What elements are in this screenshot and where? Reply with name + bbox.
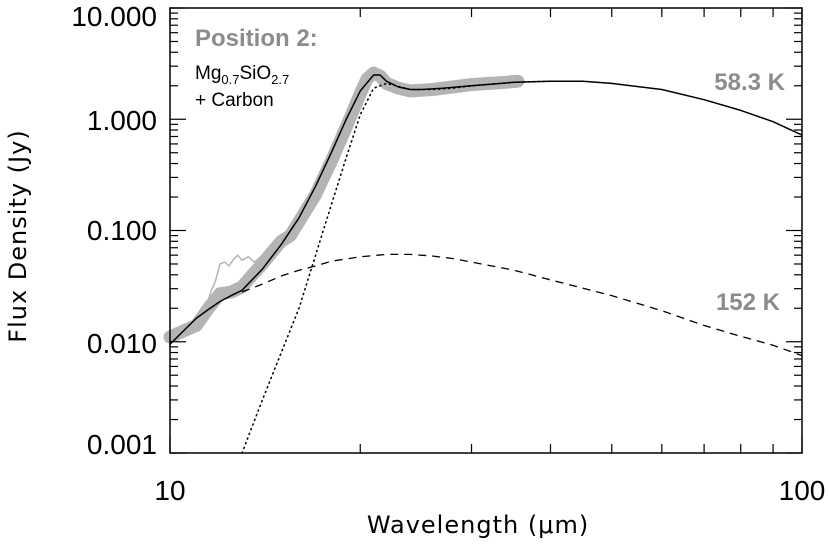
warm-temperature-label: 152 K (716, 289, 781, 316)
y-axis-title: Flux Density (Jy) (4, 129, 32, 342)
series-observed-band (163, 66, 525, 344)
x-tick-label-10: 10 (154, 475, 185, 506)
carbon-label: + Carbon (195, 90, 274, 111)
series-layer (163, 66, 803, 454)
material-mg-subscript: 0.7 (221, 72, 239, 87)
ticks-layer (169, 7, 803, 454)
cold-temperature-label: 58.3 K (714, 69, 785, 96)
y-tick-label-0010: 0.010 (87, 328, 157, 359)
series-warm-component (241, 253, 803, 357)
series-cold-component (241, 80, 552, 454)
material-sio-subscript: 2.7 (271, 72, 289, 87)
series-observed-thin (205, 243, 283, 310)
x-axis-title: Wavelength (μm) (367, 511, 589, 539)
y-tick-label-1000: 1.000 (87, 105, 157, 136)
position-label: Position 2: (195, 25, 318, 52)
y-tick-label-0001: 0.001 (87, 429, 157, 460)
material-sio: SiO (239, 63, 271, 84)
x-tick-label-100: 100 (779, 475, 826, 506)
y-tick-label-0100: 0.100 (87, 215, 157, 246)
y-tick-label-10000: 10.000 (71, 1, 157, 32)
material-label: Mg0.7SiO2.7 (195, 63, 289, 87)
series-total-model (169, 74, 803, 345)
material-mg: Mg (195, 63, 221, 84)
